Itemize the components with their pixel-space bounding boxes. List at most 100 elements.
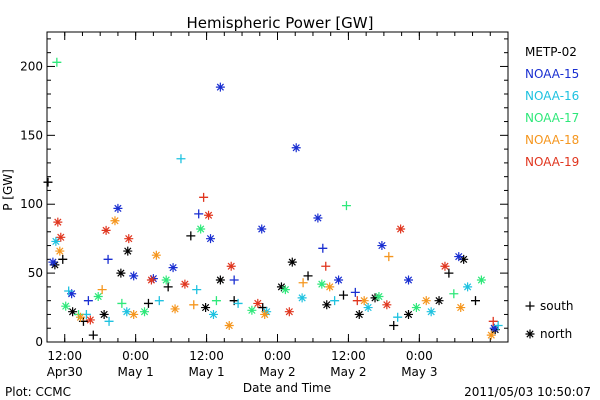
- data-point-north: [374, 292, 384, 302]
- data-point-south: [393, 312, 403, 322]
- plot-frame: [46, 31, 509, 343]
- data-point-north: [116, 268, 126, 278]
- data-point-south: [488, 316, 498, 326]
- x-tick-label-time: 12:00: [331, 349, 366, 363]
- data-point-north: [75, 312, 85, 322]
- data-point-north: [370, 293, 380, 303]
- data-point-south: [211, 296, 221, 306]
- data-point-north: [396, 224, 406, 234]
- data-point-north: [204, 210, 214, 220]
- data-point-south: [117, 298, 127, 308]
- x-tick-label-date: May 2: [259, 365, 295, 379]
- data-point-north: [48, 257, 58, 267]
- data-point-north: [257, 224, 267, 234]
- series-metp-02: [43, 177, 500, 340]
- x-axis: 12:00 Apr30 0:00 May 1 12:00 May 1 0:00 May 2 12…: [46, 32, 509, 379]
- data-point-north: [313, 213, 323, 223]
- data-point-south: [192, 285, 202, 295]
- data-point-north: [411, 303, 421, 313]
- data-point-north: [280, 285, 290, 295]
- x-tick-label-time: 12:00: [47, 349, 82, 363]
- data-point-north: [476, 275, 486, 285]
- data-point-north: [196, 224, 206, 234]
- data-point-north: [454, 252, 464, 262]
- y-tick-label: 0: [35, 335, 43, 349]
- data-point-north: [110, 216, 120, 226]
- data-point-north: [55, 246, 65, 256]
- data-point-north: [317, 279, 327, 289]
- data-point-south: [493, 320, 503, 330]
- data-point-south: [194, 209, 204, 219]
- y-tick-label: 200: [20, 59, 43, 73]
- data-point-north: [377, 241, 387, 251]
- data-point-north: [201, 303, 211, 313]
- data-point-north: [140, 307, 150, 317]
- chart-title: Hemispheric Power [GW]: [187, 14, 374, 32]
- data-point-north: [68, 307, 78, 317]
- data-point-south: [88, 330, 98, 340]
- data-point-north: [99, 309, 109, 319]
- data-point-south: [341, 201, 351, 211]
- data-point-south: [52, 57, 62, 67]
- x-axis-label: Date and Time: [243, 381, 331, 395]
- data-point-north: [291, 143, 301, 153]
- data-point-north: [123, 246, 133, 256]
- data-point-south: [64, 286, 74, 296]
- data-point-south: [449, 289, 459, 299]
- data-point-south: [444, 268, 454, 278]
- data-point-south: [318, 243, 328, 253]
- data-point-south: [176, 154, 186, 164]
- legend-item: NOAA-19: [525, 155, 579, 169]
- data-point-south: [43, 177, 53, 187]
- data-point-north: [215, 275, 225, 285]
- data-point-north: [124, 234, 134, 244]
- data-point-north: [354, 309, 364, 319]
- data-point-south: [303, 271, 313, 281]
- x-tick-label-time: 0:00: [264, 349, 291, 363]
- data-point-north: [440, 261, 450, 271]
- data-point-north: [284, 307, 294, 317]
- data-point-north: [421, 296, 431, 306]
- y-tick-label: 50: [28, 266, 43, 280]
- legend-symbol-north: [525, 329, 535, 339]
- data-point-north: [56, 232, 66, 242]
- marker-legend: south north: [525, 299, 574, 341]
- data-point-north: [463, 282, 473, 292]
- data-point-south: [233, 298, 243, 308]
- data-point-south: [229, 275, 239, 285]
- series-noaa-19: [53, 192, 498, 326]
- footer-timestamp: 2011/05/03 10:50:07: [464, 385, 591, 399]
- data-point-north: [168, 263, 178, 273]
- data-point-north: [122, 307, 132, 317]
- data-point-north: [224, 320, 234, 330]
- data-point-north: [67, 289, 77, 299]
- marker-legend-label: south: [540, 299, 574, 313]
- data-point-north: [276, 282, 286, 292]
- data-point-south: [321, 261, 331, 271]
- data-point-south: [350, 287, 360, 297]
- data-point-north: [363, 303, 373, 313]
- x-tick-label-date: May 2: [330, 365, 366, 379]
- data-point-north: [93, 292, 103, 302]
- y-tick-label: 150: [20, 128, 43, 142]
- legend-item: NOAA-16: [525, 89, 579, 103]
- data-point-north: [161, 275, 171, 285]
- x-tick-label-date: May 1: [188, 365, 224, 379]
- data-point-north: [287, 257, 297, 267]
- series-noaa-15: [48, 82, 499, 333]
- data-point-south: [330, 296, 340, 306]
- data-point-north: [170, 304, 180, 314]
- legend-symbol-south: [525, 301, 535, 311]
- data-point-north: [260, 309, 270, 319]
- data-point-south: [338, 290, 348, 300]
- series-noaa-16: [51, 154, 503, 330]
- x-tick-label-time: 12:00: [189, 349, 224, 363]
- data-point-north: [325, 282, 335, 292]
- legend-item: NOAA-15: [525, 67, 579, 81]
- data-point-south: [389, 320, 399, 330]
- x-tick-label-time: 0:00: [406, 349, 433, 363]
- data-point-south: [97, 285, 107, 295]
- x-tick-label-time: 0:00: [122, 349, 149, 363]
- data-point-north: [226, 261, 236, 271]
